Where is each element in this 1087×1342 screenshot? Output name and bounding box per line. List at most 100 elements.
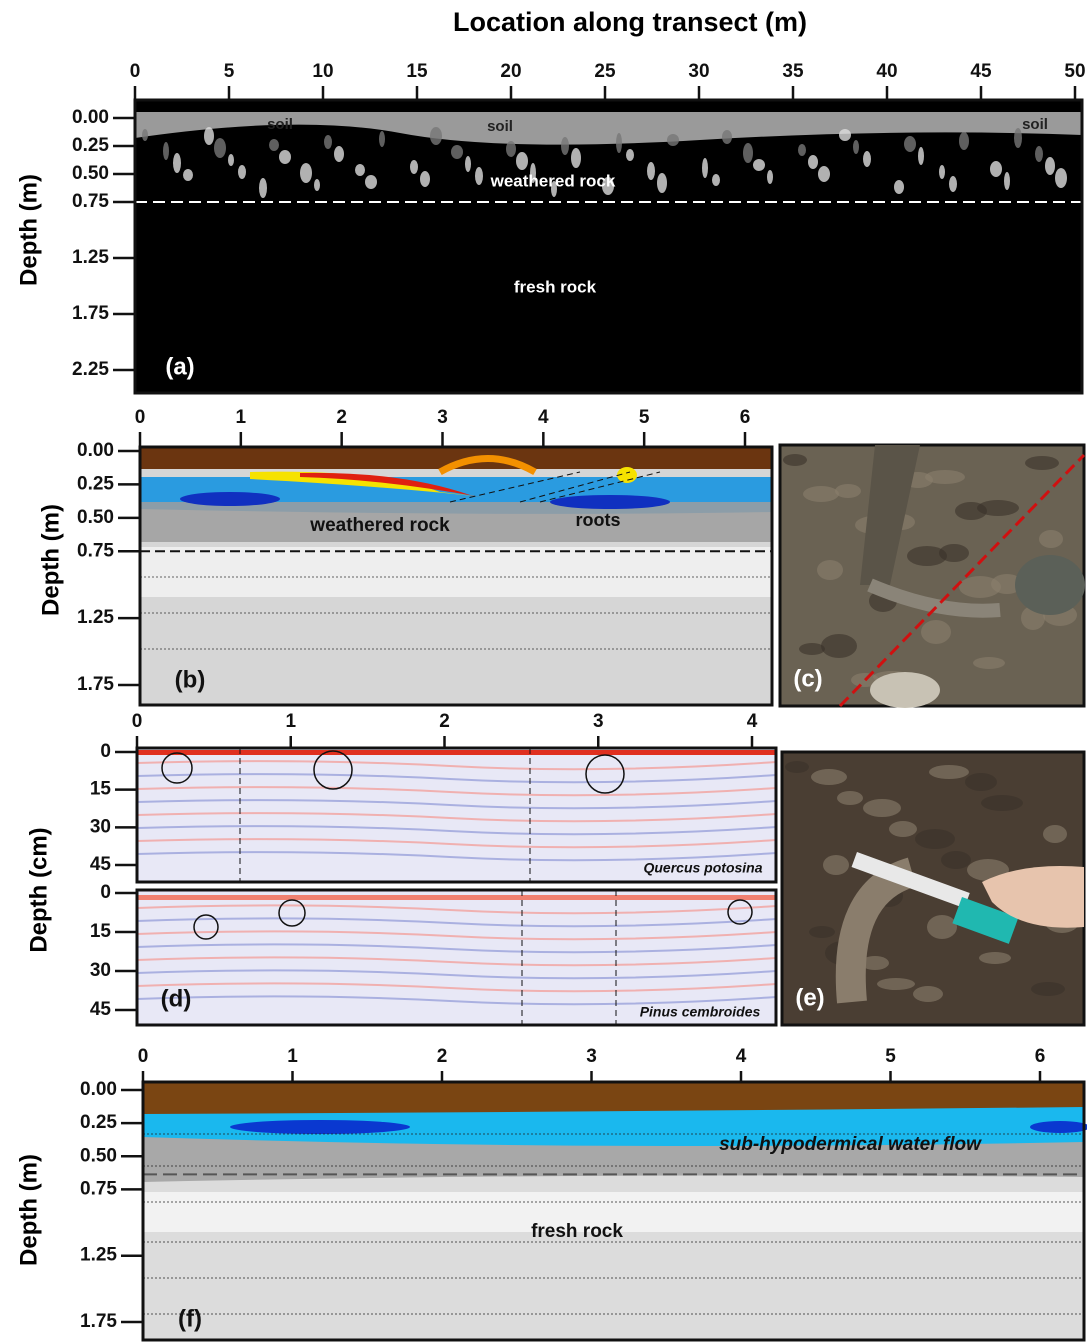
photo-texture — [927, 915, 957, 939]
y-tick-label: 0.75 — [80, 1178, 117, 1199]
figure-title: Location along transect (m) — [453, 7, 807, 37]
y-axis-label: Depth (cm) — [25, 827, 52, 952]
annotation: soil — [267, 116, 293, 133]
photo-texture — [821, 634, 857, 658]
y-axis-label: Depth (m) — [37, 504, 64, 616]
x-tick-label: 2 — [439, 711, 450, 732]
reflection — [420, 171, 430, 187]
y-axis-label: Depth (m) — [15, 174, 42, 286]
reflection — [355, 164, 365, 176]
y-tick-label: 0.50 — [72, 163, 109, 184]
reflection — [767, 170, 773, 184]
x-tick-label: 4 — [736, 1046, 747, 1067]
reflection — [990, 161, 1002, 177]
x-tick-label: 6 — [740, 407, 751, 428]
photo-label: (e) — [795, 984, 824, 1011]
reflection — [506, 141, 516, 157]
reflection — [465, 156, 471, 172]
y-tick-label: 0 — [100, 741, 111, 762]
annotation: fresh rock — [514, 277, 597, 296]
reflection — [743, 143, 753, 163]
photo-texture — [889, 821, 917, 837]
reflection — [228, 154, 234, 166]
photo-texture — [811, 769, 847, 785]
photo-texture — [785, 761, 809, 773]
y-tick-label: 0.50 — [80, 1145, 117, 1166]
x-tick-label: 35 — [782, 61, 804, 82]
x-tick-label: 1 — [285, 711, 296, 732]
photo-texture — [959, 576, 1001, 598]
reflection — [142, 129, 148, 141]
reflection — [939, 165, 945, 179]
x-tick-label: 2 — [336, 407, 347, 428]
reflection — [183, 169, 193, 181]
photo-texture — [1039, 530, 1063, 548]
photo-texture — [965, 773, 997, 791]
reflection — [516, 152, 528, 170]
x-tick-label: 45 — [970, 61, 992, 82]
photo-texture — [799, 643, 825, 655]
reflection — [259, 178, 267, 198]
annotation: soil — [1022, 116, 1048, 133]
x-tick-label: 40 — [876, 61, 897, 82]
y-tick-label: 1.25 — [77, 607, 114, 628]
photo-texture — [863, 799, 901, 817]
x-tick-label: 6 — [1035, 1046, 1046, 1067]
reflection — [324, 135, 332, 149]
reflection — [818, 166, 830, 182]
photo-texture — [973, 657, 1005, 669]
photo-texture — [979, 952, 1011, 964]
x-tick-label: 5 — [885, 1046, 896, 1067]
reflection — [808, 155, 818, 169]
y-tick-label: 1.25 — [72, 247, 109, 268]
y-axis-label: Depth (m) — [15, 1154, 42, 1266]
x-tick-label: 1 — [236, 407, 247, 428]
reflection — [163, 142, 169, 160]
photo-texture — [837, 791, 863, 805]
x-tick-label: 3 — [593, 711, 604, 732]
photo-texture — [817, 560, 843, 580]
photo-texture — [955, 502, 987, 520]
x-tick-label: 4 — [747, 711, 758, 732]
x-tick-label: 4 — [538, 407, 549, 428]
y-tick-label: 30 — [90, 816, 111, 837]
annotation: roots — [576, 510, 621, 530]
y-tick-label: 0.50 — [77, 507, 114, 528]
reflection — [334, 146, 344, 162]
reflection — [204, 127, 214, 145]
x-tick-label: 0 — [138, 1046, 149, 1067]
reflection — [712, 174, 720, 186]
annotation: weathered rock — [490, 171, 616, 190]
reflection — [626, 149, 634, 161]
x-tick-label: 10 — [312, 61, 333, 82]
reflection — [561, 137, 569, 155]
reflection — [365, 175, 377, 189]
y-tick-label: 0.25 — [72, 135, 109, 156]
figure: Location along transect (m) soilsoilsoil… — [0, 0, 1087, 1342]
x-tick-label: 2 — [437, 1046, 448, 1067]
photo-texture — [1031, 982, 1065, 996]
reflection — [279, 150, 291, 164]
reflection — [839, 129, 851, 141]
reflection — [379, 131, 385, 147]
dark-blue — [550, 495, 670, 509]
reflection — [616, 133, 622, 153]
y-tick-label: 0.75 — [77, 540, 114, 561]
annotation: weathered rock — [309, 515, 450, 536]
photo-texture — [835, 484, 861, 498]
reflection — [753, 159, 765, 171]
reflection — [918, 147, 924, 165]
reflection — [959, 132, 969, 150]
x-tick-label: 0 — [132, 711, 143, 732]
panel-label: (a) — [165, 353, 194, 380]
annotation: fresh rock — [531, 1221, 623, 1242]
reflection — [214, 138, 226, 158]
reflection — [475, 167, 483, 185]
annotation: Pinus cembroides — [640, 1004, 761, 1020]
reflection — [894, 180, 904, 194]
y-tick-label: 1.25 — [80, 1245, 117, 1266]
photo-texture — [929, 765, 969, 779]
reflection — [667, 134, 679, 146]
x-tick-label: 0 — [135, 407, 146, 428]
y-tick-label: 45 — [90, 854, 112, 875]
